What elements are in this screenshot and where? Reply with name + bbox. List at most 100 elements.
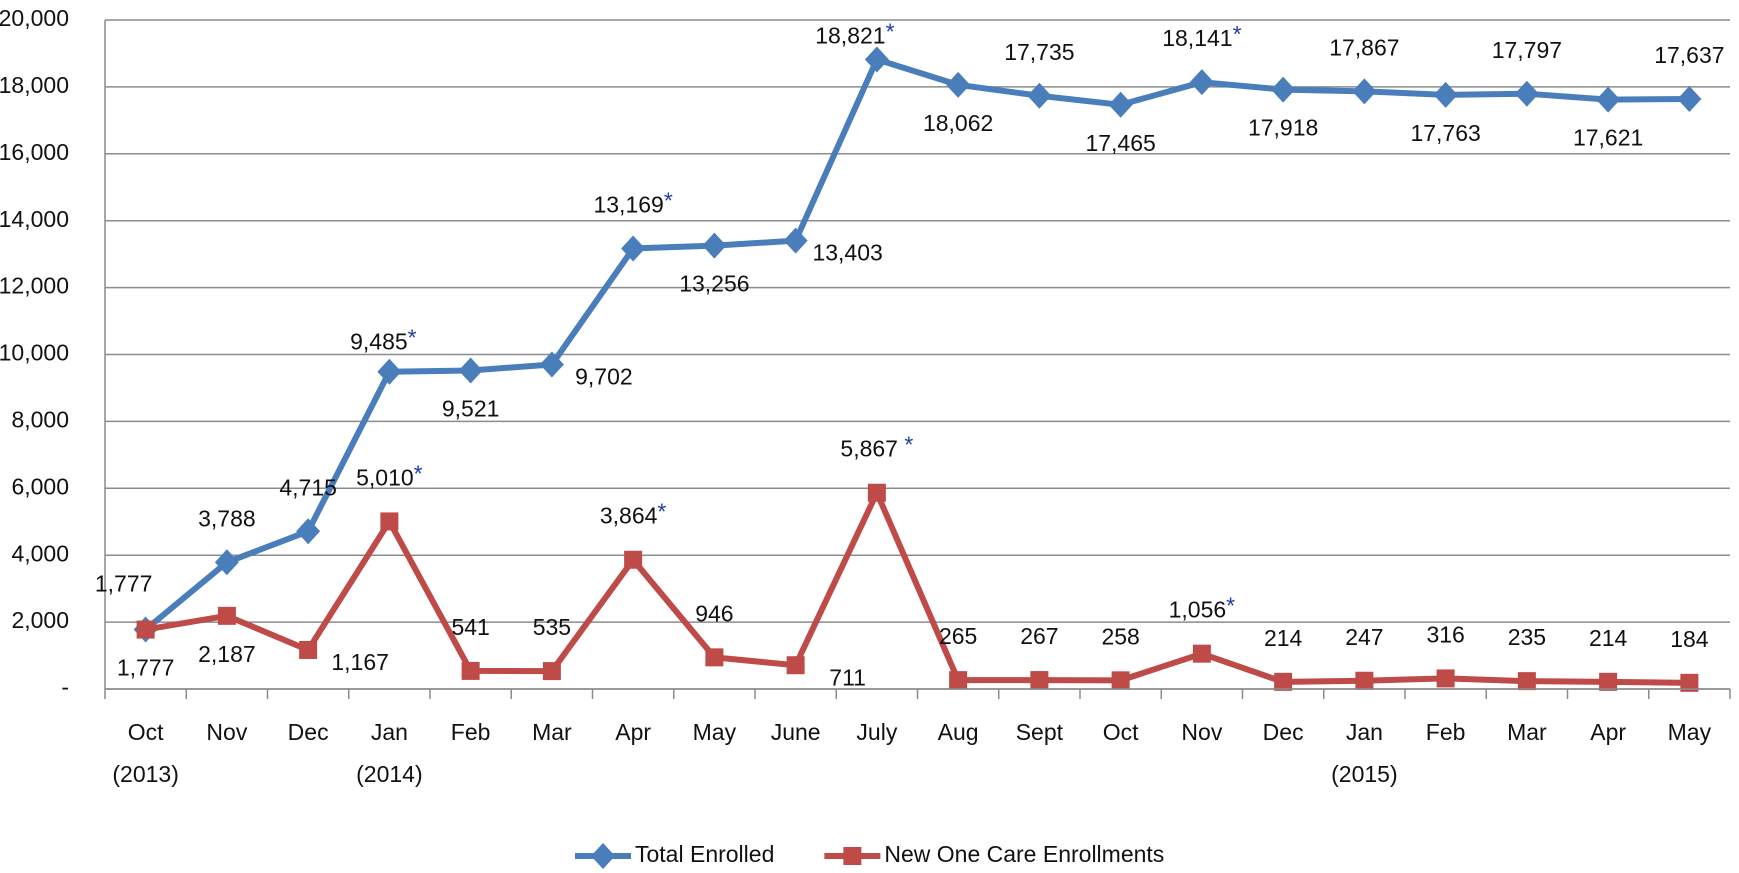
data-label: 17,763 xyxy=(1410,120,1480,146)
data-label-value: 13,169 xyxy=(593,192,663,218)
data-label: 17,465 xyxy=(1085,130,1155,156)
square-marker xyxy=(1599,672,1618,691)
y-tick-label: 14,000 xyxy=(0,206,69,232)
y-tick-label: 6,000 xyxy=(11,473,69,499)
data-label: 946 xyxy=(695,600,733,626)
data-label: 316 xyxy=(1426,622,1464,648)
legend-label: Total Enrolled xyxy=(635,841,774,867)
data-label-star: * xyxy=(414,460,423,486)
square-marker xyxy=(1436,669,1455,688)
diamond-marker xyxy=(1189,69,1214,96)
diamond-marker xyxy=(1677,86,1702,113)
diamond-marker xyxy=(702,232,727,259)
data-label: 18,821* xyxy=(815,19,894,49)
y-tick-label: 16,000 xyxy=(0,139,69,165)
diamond-marker xyxy=(783,227,808,254)
diamond-marker xyxy=(1433,81,1458,108)
square-marker xyxy=(1274,672,1293,691)
data-label: 17,797 xyxy=(1492,37,1562,63)
diamond-marker xyxy=(458,357,483,384)
diamond-marker xyxy=(1271,76,1296,103)
x-tick-label: Feb xyxy=(450,719,491,745)
diamond-marker xyxy=(296,518,321,545)
diamond-marker xyxy=(1352,78,1377,105)
square-marker xyxy=(461,661,480,680)
data-label: 235 xyxy=(1508,624,1546,650)
x-tick-label: Oct xyxy=(1102,719,1139,745)
data-label-star: * xyxy=(1226,593,1235,619)
y-tick-label: 20,000 xyxy=(0,5,69,31)
diamond-marker xyxy=(621,235,646,262)
diamond-marker xyxy=(1596,86,1621,113)
data-label: 265 xyxy=(939,623,977,649)
data-label-value: 18,141 xyxy=(1162,25,1232,51)
square-marker xyxy=(1192,644,1211,663)
diamond-marker xyxy=(864,46,889,73)
x-tick-label: May xyxy=(692,719,737,745)
square-marker xyxy=(1680,673,1699,692)
square-marker xyxy=(1030,671,1049,690)
diamond-marker xyxy=(214,549,239,576)
data-label: 247 xyxy=(1345,624,1383,650)
diamond-marker xyxy=(377,358,402,385)
diamond-marker xyxy=(946,71,971,98)
data-label: 18,062 xyxy=(923,110,993,136)
data-label-star: * xyxy=(408,325,417,351)
data-label: 1,777 xyxy=(117,655,175,681)
data-label-star: * xyxy=(1233,21,1242,47)
data-label: 541 xyxy=(451,614,489,640)
x-tick-label: Feb xyxy=(1425,719,1466,745)
square-marker xyxy=(1111,671,1130,690)
data-label-value: 3,864 xyxy=(600,503,658,529)
square-marker xyxy=(380,512,399,531)
square-marker xyxy=(299,640,318,659)
data-label: 5,867 * xyxy=(840,432,913,462)
x-tick-label: Nov xyxy=(1181,719,1223,745)
x-tick-label: Oct (2013) xyxy=(112,719,179,787)
square-marker xyxy=(542,662,561,681)
y-tick-label: 4,000 xyxy=(11,540,69,566)
x-tick-label: Dec xyxy=(1262,719,1304,745)
data-label: 1,777 xyxy=(95,571,153,597)
data-label: 17,735 xyxy=(1004,39,1074,65)
data-label: 9,521 xyxy=(442,396,500,422)
square-marker xyxy=(217,606,236,625)
square-marker xyxy=(949,671,968,690)
x-tick-label: Sept xyxy=(1015,719,1064,745)
data-label: 3,864* xyxy=(600,499,667,529)
data-label: 267 xyxy=(1020,623,1058,649)
diamond-marker xyxy=(1027,82,1052,109)
x-tick-label: Mar xyxy=(1507,719,1547,745)
y-tick-label: 12,000 xyxy=(0,273,69,299)
data-label-value: 18,821 xyxy=(815,23,885,49)
square-marker xyxy=(1355,671,1374,690)
x-tick-label: Nov xyxy=(206,719,248,745)
data-label: 13,403 xyxy=(812,240,882,266)
data-label: 214 xyxy=(1264,625,1303,651)
x-tick-label: Jan (2015) xyxy=(1331,719,1398,787)
data-label: 17,637 xyxy=(1654,42,1724,68)
data-label: 1,056* xyxy=(1169,593,1236,623)
x-tick-label: July xyxy=(856,719,898,745)
data-label: 13,169* xyxy=(593,188,672,218)
x-tick-label: Dec xyxy=(287,719,329,745)
data-label-value: 9,485 xyxy=(350,329,408,355)
square-marker xyxy=(136,620,155,639)
legend-marker xyxy=(843,847,862,865)
data-label: 4,715 xyxy=(279,474,337,500)
data-label: 9,702 xyxy=(575,364,633,390)
data-label: 17,621 xyxy=(1573,125,1643,151)
data-label: 5,010* xyxy=(356,460,423,490)
x-tick-label: May xyxy=(1667,719,1712,745)
data-label-star: * xyxy=(904,432,913,458)
x-tick-label: Apr xyxy=(1590,719,1627,745)
x-tick-label: June xyxy=(770,719,821,745)
data-label: 535 xyxy=(533,614,571,640)
diamond-marker xyxy=(539,351,564,378)
data-label-value: 1,056 xyxy=(1169,597,1227,623)
data-label: 13,256 xyxy=(679,271,749,297)
y-tick-label: 18,000 xyxy=(0,72,69,98)
series-line xyxy=(145,489,1690,686)
legend-marker xyxy=(591,843,615,869)
